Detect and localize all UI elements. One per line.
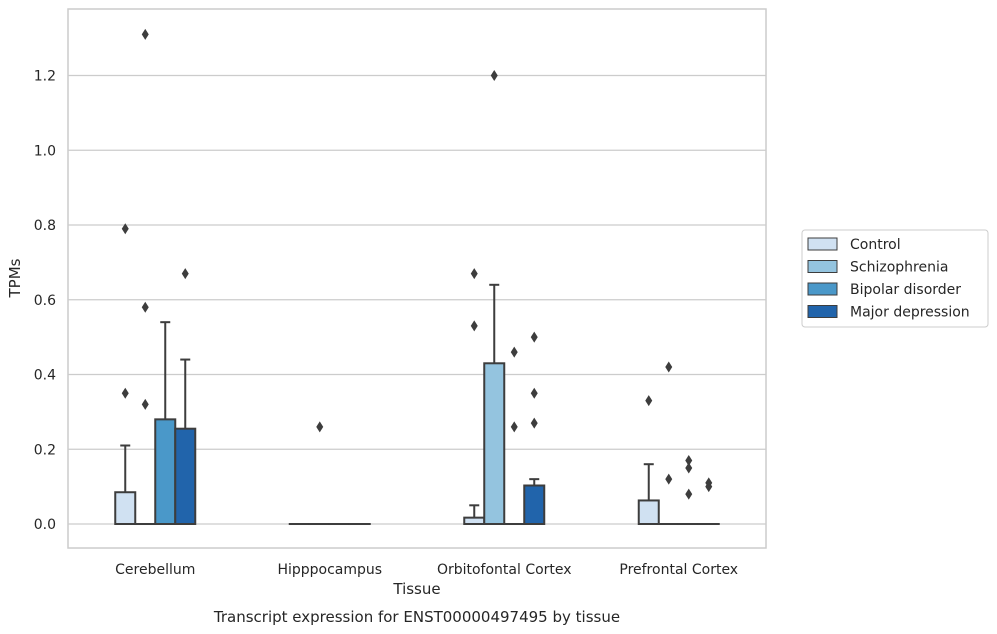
- outlier-point: [141, 301, 149, 313]
- legend: Control Schizophrenia Bipolar disorder Majo…: [801, 229, 989, 328]
- outlier-point: [510, 346, 518, 358]
- outlier-point: [121, 387, 129, 399]
- x-tick-labels: Cerebellum Hipppocampus Orbitofontal Corte…: [115, 562, 738, 578]
- y-tick-label: 0.4: [34, 368, 56, 384]
- legend-items: Control Schizophrenia Bipolar disorder Majo…: [807, 237, 970, 321]
- chart-caption: Transcript expression for ENST0000049749…: [213, 608, 620, 626]
- y-tick-label: 0.0: [34, 517, 56, 533]
- y-tick-label: 1.0: [34, 143, 56, 159]
- outlier-point: [530, 331, 538, 343]
- legend-frame: [801, 229, 989, 328]
- outlier-layer: [121, 28, 713, 500]
- bar-major-depression-cerebellum: [174, 427, 197, 526]
- outlier-point: [685, 488, 693, 500]
- outlier-point: [470, 320, 478, 332]
- y-tick-label: 1.2: [34, 69, 56, 85]
- bar-major-depression-orbitofontal-cortex: [523, 484, 546, 526]
- outlier-point: [705, 481, 713, 493]
- outlier-point: [141, 398, 149, 410]
- outlier-point: [685, 454, 693, 466]
- outlier-point: [121, 223, 129, 235]
- y-axis-title: TPMs: [6, 258, 24, 298]
- x-axis-title: Tissue: [392, 580, 440, 598]
- legend-label-major-depression: Major depression: [850, 305, 970, 321]
- outlier-point: [645, 395, 653, 407]
- x-tick-label: Hipppocampus: [277, 562, 382, 578]
- x-tick-label: Prefrontal Cortex: [619, 562, 738, 578]
- x-tick-label: Cerebellum: [115, 562, 195, 578]
- bar-bipolar-disorder-cerebellum: [154, 418, 177, 526]
- legend-label-bipolar-disorder: Bipolar disorder: [850, 282, 961, 298]
- legend-swatch-major-depression: [807, 305, 838, 318]
- outlier-point: [530, 417, 538, 429]
- bar-schizophrenia-orbitofontal-cortex: [483, 362, 506, 525]
- outlier-point: [665, 361, 673, 373]
- outlier-point: [510, 421, 518, 433]
- bar-control-prefrontal-cortex: [637, 499, 660, 525]
- y-tick-label: 0.8: [34, 218, 56, 234]
- x-tick-label: Orbitofontal Cortex: [437, 562, 572, 578]
- legend-swatch-bipolar-disorder: [807, 282, 838, 296]
- plot-frame: [67, 8, 767, 549]
- legend-label-control: Control: [850, 237, 901, 253]
- outlier-point: [490, 70, 498, 81]
- outlier-point: [141, 28, 149, 40]
- y-tick-label: 0.2: [34, 442, 56, 458]
- outlier-point: [181, 268, 189, 280]
- legend-swatch-control: [807, 237, 838, 251]
- outlier-point: [316, 421, 324, 433]
- outlier-point: [665, 473, 673, 485]
- legend-swatch-schizophrenia: [807, 260, 838, 273]
- legend-label-schizophrenia: Schizophrenia: [850, 260, 948, 276]
- y-tick-labels: 0.0 0.2 0.4 0.6 0.8 1.0 1.2: [34, 69, 56, 534]
- bar-control-orbitofontal-cortex: [463, 516, 486, 525]
- outlier-point: [470, 268, 478, 280]
- outlier-point: [685, 462, 693, 474]
- bar-control-cerebellum: [114, 491, 137, 526]
- outlier-point: [530, 387, 538, 399]
- bars-layer: [114, 283, 720, 526]
- y-tick-label: 0.6: [34, 293, 56, 309]
